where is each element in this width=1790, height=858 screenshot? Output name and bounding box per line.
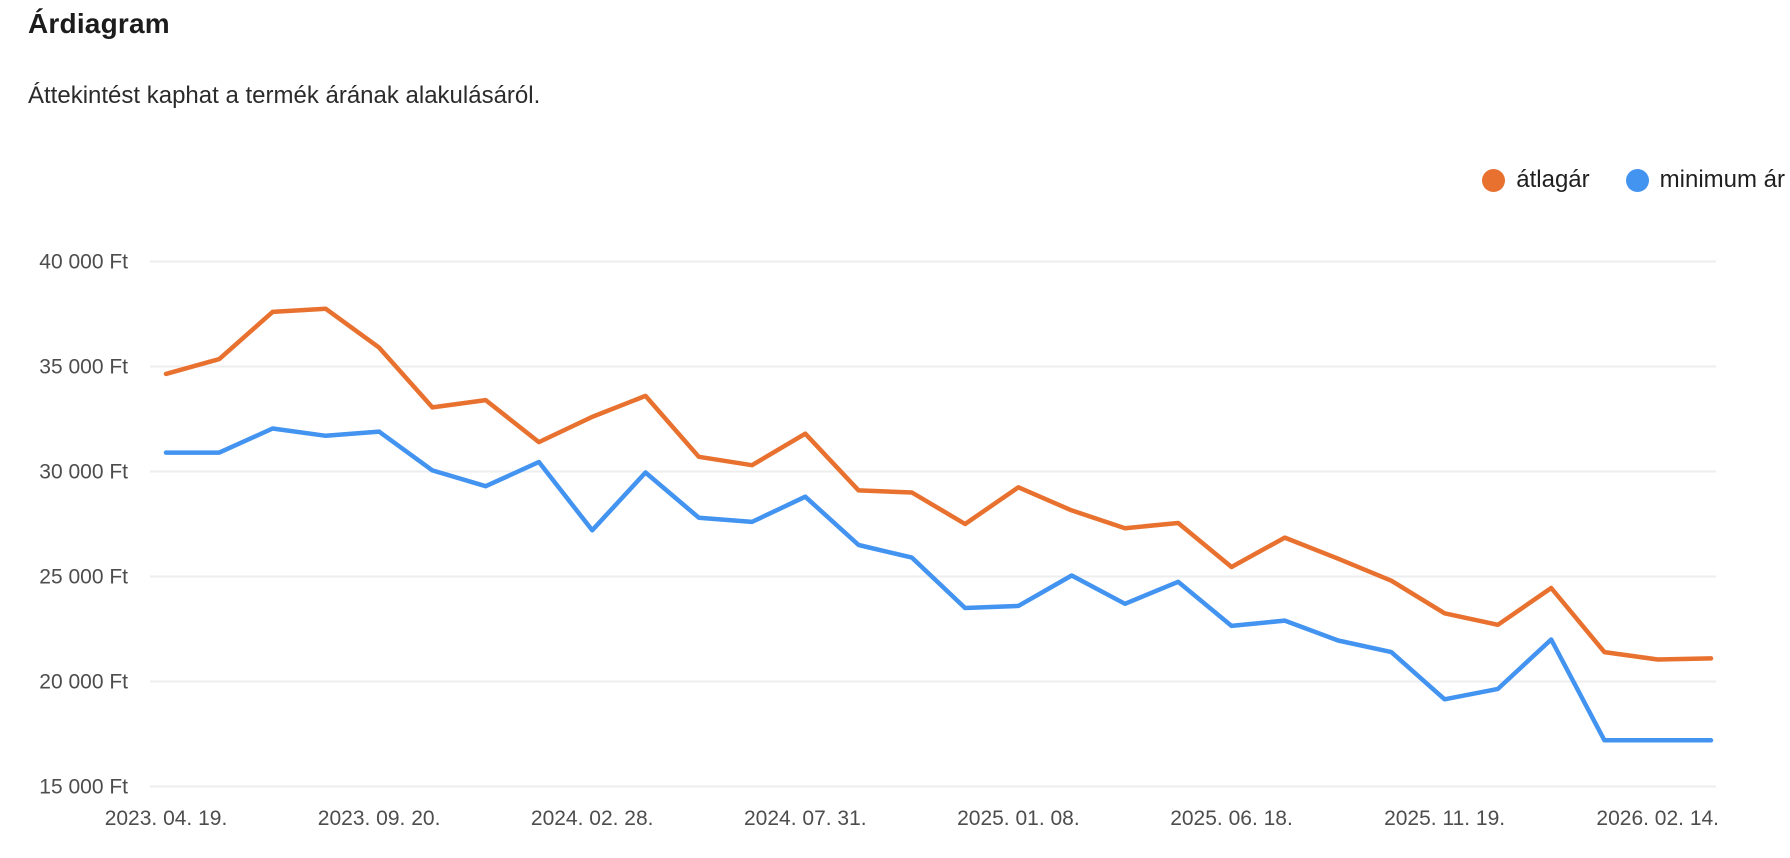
legend-item-atlagar[interactable]: átlagár: [1482, 166, 1590, 194]
x-axis-tick-label: 2025. 01. 08.: [957, 807, 1080, 830]
series-line-atlagar[interactable]: [163, 306, 1714, 662]
x-axis-tick-label: 2025. 06. 18.: [1170, 807, 1293, 830]
chart-legend: átlagár minimum ár: [1482, 166, 1785, 194]
legend-marker-icon: [1625, 168, 1649, 192]
legend-label-atlagar: átlagár: [1516, 166, 1590, 193]
x-axis-tick-label: 2023. 04. 19.: [105, 807, 228, 830]
x-axis-tick-label: 2023. 09. 20.: [318, 807, 441, 830]
legend-label-minimum-ar: minimum ár: [1659, 166, 1785, 193]
y-axis-tick-label: 25 000 Ft: [39, 566, 128, 589]
y-axis-tick-label: 40 000 Ft: [39, 251, 128, 274]
chart-subtitle: Áttekintést kaphat a termék árának alaku…: [28, 82, 541, 109]
x-axis-tick-label: 2024. 07. 31.: [744, 807, 867, 830]
series-line-minimum-ar[interactable]: [163, 426, 1714, 743]
y-axis-tick-label: 30 000 Ft: [39, 461, 128, 484]
x-axis-tick-label: 2024. 02. 28.: [531, 807, 654, 830]
chart-title: Árdiagram: [28, 8, 170, 39]
legend-marker-icon: [1482, 168, 1506, 192]
y-axis-tick-label: 35 000 Ft: [39, 356, 128, 379]
y-axis-tick-label: 15 000 Ft: [39, 776, 128, 799]
legend-item-minimum-ar[interactable]: minimum ár: [1625, 166, 1785, 194]
x-axis-tick-label: 2026. 02. 14.: [1596, 807, 1719, 830]
y-axis-tick-label: 20 000 Ft: [39, 671, 128, 694]
x-axis-tick-label: 2025. 11. 19.: [1384, 807, 1505, 830]
